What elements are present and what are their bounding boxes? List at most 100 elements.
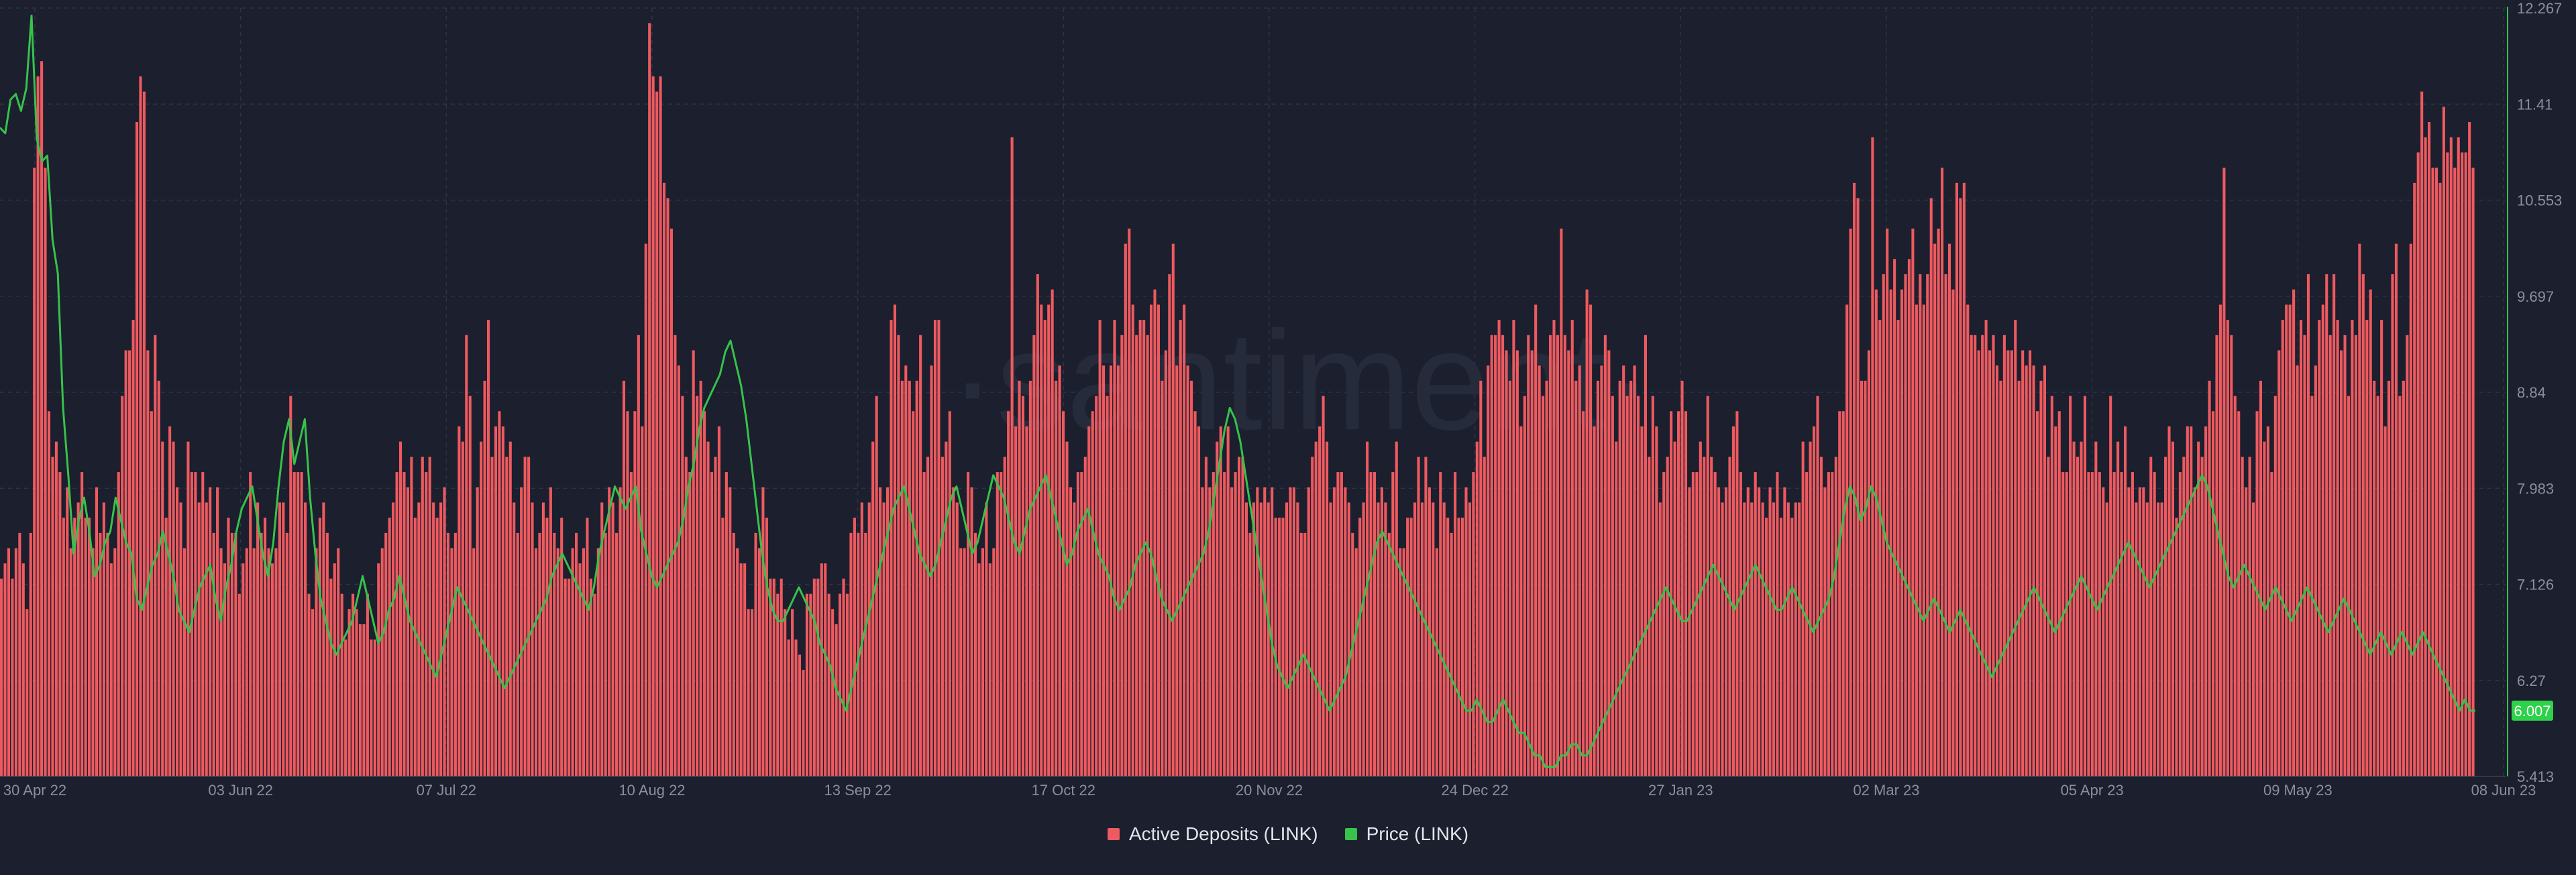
deposit-bar <box>468 396 472 776</box>
deposit-bar <box>2288 304 2292 776</box>
deposit-bar <box>626 411 629 776</box>
deposit-bar <box>2153 472 2156 776</box>
deposit-bar <box>849 532 853 776</box>
legend-item-active-deposits[interactable]: Active Deposits (LINK) <box>1107 823 1318 845</box>
deposit-bar <box>465 335 468 776</box>
deposit-bar <box>1750 502 1754 776</box>
deposit-bar <box>1197 426 1201 776</box>
deposit-bar <box>586 518 589 776</box>
deposit-bar <box>267 548 270 776</box>
deposit-bar <box>2021 350 2025 776</box>
deposit-bar <box>787 639 790 776</box>
deposit-bar <box>292 472 296 776</box>
deposit-bar <box>2310 396 2314 776</box>
deposit-bar <box>2054 426 2057 776</box>
deposit-bar <box>2043 365 2046 776</box>
legend-item-price[interactable]: Price (LINK) <box>1344 823 1468 845</box>
deposit-bar <box>871 441 875 776</box>
deposit-bar <box>62 518 65 776</box>
deposit-bar <box>260 532 263 776</box>
deposit-bar <box>2328 335 2332 776</box>
deposit-bar <box>1582 411 1585 776</box>
deposit-bar <box>1216 441 1219 776</box>
deposit-bar <box>249 472 252 776</box>
deposit-bar <box>2351 320 2354 776</box>
deposit-bar <box>1098 320 1102 776</box>
deposit-bar <box>1530 350 1534 776</box>
deposit-bar <box>1618 380 1621 776</box>
deposit-bar <box>1724 487 1728 776</box>
deposit-bar <box>2142 487 2145 776</box>
deposit-bar <box>472 548 476 776</box>
deposit-bar <box>2347 396 2351 776</box>
deposit-bar <box>0 578 3 776</box>
deposit-bar <box>1834 457 1837 776</box>
deposit-bar <box>1051 289 1054 776</box>
deposit-bar <box>952 487 955 776</box>
deposit-bar <box>347 609 351 776</box>
deposit-bar <box>384 532 388 776</box>
deposit-bar <box>1171 243 1175 777</box>
deposit-bar <box>230 532 233 776</box>
x-tick-label: 09 May 23 <box>2263 782 2332 799</box>
deposit-bar <box>2461 152 2464 776</box>
deposit-bar <box>985 502 988 776</box>
deposit-bar <box>264 518 267 776</box>
deposit-bar <box>1563 335 1566 776</box>
deposit-bar <box>1007 411 1010 776</box>
deposit-bar <box>981 548 984 776</box>
deposit-bar <box>1615 441 1618 776</box>
deposit-bar <box>1567 350 1570 776</box>
deposit-bar <box>545 518 549 776</box>
deposit-bar <box>1391 472 1395 776</box>
deposit-bar <box>1933 243 1937 777</box>
deposit-bar <box>1765 518 1768 776</box>
deposit-bar <box>2050 396 2053 776</box>
current-price-label: 6.007 <box>2514 703 2551 719</box>
deposit-bar <box>1831 472 1834 776</box>
deposit-bar <box>970 487 973 776</box>
deposit-bar <box>362 624 366 776</box>
deposit-bar <box>1332 487 1336 776</box>
deposit-bar <box>2112 472 2116 776</box>
deposit-bar <box>1109 365 1113 776</box>
deposit-bar <box>1809 441 1812 776</box>
deposit-bar <box>453 532 457 776</box>
deposit-bar <box>201 472 205 776</box>
legend-label-active-deposits: Active Deposits (LINK) <box>1128 823 1318 844</box>
deposit-bar <box>684 457 688 776</box>
deposit-bar <box>197 502 201 776</box>
deposit-bar <box>2321 304 2324 776</box>
deposit-bar <box>66 487 69 776</box>
deposit-bar <box>538 532 541 776</box>
deposit-bar <box>2105 502 2108 776</box>
deposit-bar <box>1087 426 1091 776</box>
x-tick-label: 10 Aug 22 <box>619 782 685 799</box>
deposit-bar <box>2145 502 2149 776</box>
deposit-bar <box>553 532 556 776</box>
deposit-bar <box>751 609 754 776</box>
deposit-bar <box>1267 502 1270 776</box>
deposit-bar <box>315 548 318 776</box>
deposit-bar <box>1680 380 1684 776</box>
deposit-bar <box>1238 457 1241 776</box>
deposit-bar <box>297 472 300 776</box>
deposit-bar <box>131 320 135 776</box>
deposit-bar <box>1548 335 1552 776</box>
deposit-bar <box>615 532 619 776</box>
deposit-bar <box>1907 259 1911 776</box>
deposit-bar <box>1113 320 1116 776</box>
deposit-bar <box>1263 487 1267 776</box>
deposit-bar <box>1955 182 1958 776</box>
deposit-bar <box>1128 228 1131 776</box>
deposit-bar <box>596 548 600 776</box>
deposit-bar <box>1274 518 1277 776</box>
deposit-bar <box>2285 304 2288 776</box>
deposit-bar <box>1329 502 1332 776</box>
deposit-bar <box>1073 502 1076 776</box>
deposit-bar <box>1703 457 1706 776</box>
deposit-bar <box>1285 502 1289 776</box>
deposit-bar <box>1168 274 1171 777</box>
deposit-bar <box>1944 274 1947 777</box>
deposit-bar <box>421 457 424 776</box>
